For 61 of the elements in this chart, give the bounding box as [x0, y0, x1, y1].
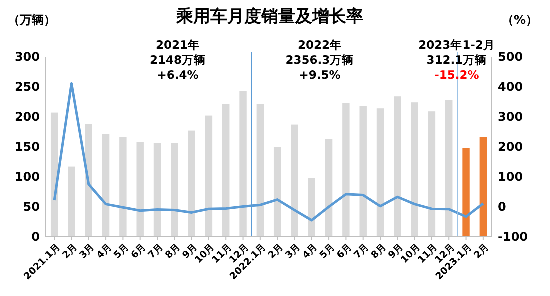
- x-tick-label: 3月: [78, 242, 98, 262]
- annotation: 2021年 2148万辆 +6.4%: [150, 38, 206, 82]
- bar: [480, 137, 488, 237]
- x-tick-label: 2月: [60, 242, 80, 262]
- y-axis-title: （万辆）: [8, 13, 56, 27]
- bar: [325, 139, 333, 237]
- y2-tick-label: 400: [498, 80, 524, 94]
- y-tick-label: 200: [14, 110, 40, 124]
- y-tick-label: 150: [14, 140, 40, 154]
- bar: [205, 116, 213, 237]
- y2-tick-label: 0: [498, 200, 506, 214]
- x-tick-label: 6月: [129, 242, 149, 262]
- y-tick-label: 100: [14, 170, 40, 184]
- x-tick-label: 3月: [284, 242, 304, 262]
- x-tick-label: 4月: [300, 242, 320, 262]
- bar: [68, 166, 76, 237]
- y-tick-label: 50: [23, 200, 40, 214]
- bar: [50, 112, 58, 237]
- bar: [222, 104, 230, 237]
- x-tick-label: 4月: [94, 242, 115, 262]
- y-tick-label: 0: [32, 230, 40, 244]
- bar: [342, 103, 350, 237]
- y-tick-label: 250: [14, 80, 40, 94]
- bar: [154, 143, 162, 237]
- bar: [394, 96, 402, 237]
- y2-tick-label: -100: [498, 230, 528, 244]
- bar: [240, 91, 247, 237]
- bar: [376, 108, 384, 237]
- bar: [308, 178, 316, 237]
- x-tick-label: 8月: [369, 242, 389, 262]
- x-tick-label: 6月: [335, 242, 355, 262]
- bar: [411, 102, 418, 237]
- bar: [256, 104, 264, 237]
- bar: [428, 112, 436, 237]
- x-tick-label: 2月: [266, 242, 286, 262]
- chart-title: 乘用车月度销量及增长率: [176, 7, 364, 27]
- bar: [102, 134, 110, 237]
- y2-tick-label: 100: [498, 170, 524, 184]
- x-tick-label: 2月: [472, 242, 492, 262]
- y-tick-label: 300: [14, 50, 40, 64]
- bar: [291, 124, 298, 237]
- x-tick-label: 5月: [318, 242, 338, 262]
- x-tick-label: 5月: [112, 242, 132, 262]
- y2-tick-label: 500: [498, 50, 524, 64]
- annotation: 2023年1-2月 312.1万辆: [418, 38, 496, 67]
- bar: [120, 137, 127, 237]
- bar: [274, 147, 282, 237]
- annotation: 2022年 2356.3万辆 +9.5%: [286, 38, 354, 82]
- bar: [462, 148, 470, 237]
- y2-tick-label: 200: [498, 140, 524, 154]
- x-tick-label: 8月: [164, 242, 184, 262]
- y2-axis-title: （%）: [502, 13, 538, 27]
- y2-tick-label: 300: [498, 110, 524, 124]
- annotation: -15.2%: [434, 68, 480, 82]
- bar: [171, 143, 178, 237]
- x-tick-label: 7月: [352, 242, 372, 262]
- bar: [136, 142, 144, 237]
- bar: [360, 106, 367, 237]
- x-tick-label: 7月: [146, 242, 166, 262]
- bar: [188, 130, 196, 237]
- bar: [446, 100, 453, 237]
